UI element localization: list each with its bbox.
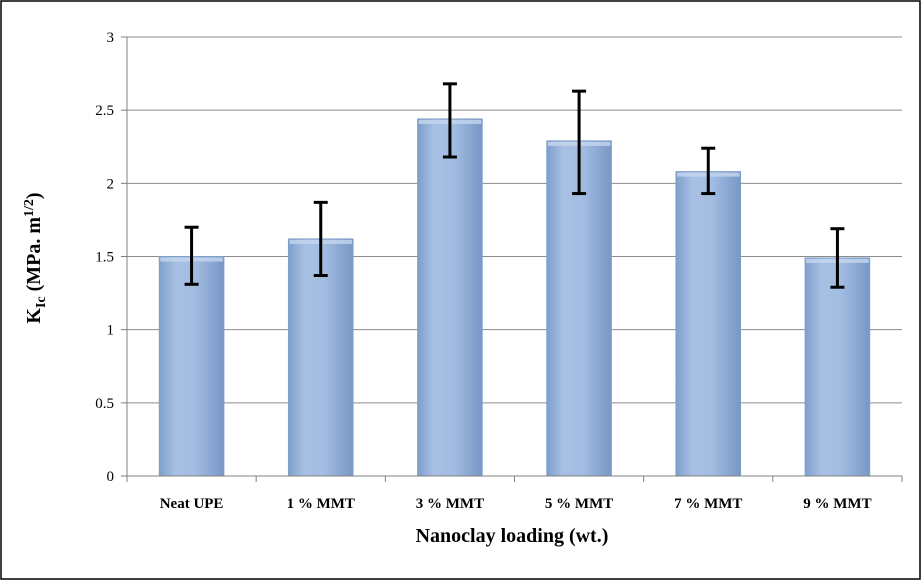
- y-tick-label: 3: [107, 30, 115, 46]
- gridlines: [127, 36, 902, 404]
- bars: [158, 118, 871, 477]
- x-tick-label: 5 % MMT: [545, 496, 613, 512]
- y-tick-label: 2.5: [95, 103, 114, 119]
- y-axis-label-main: K: [23, 308, 45, 324]
- bar: [675, 171, 742, 477]
- y-tick-labels: 0 0.5 1 1.5 2 2.5 3: [95, 30, 114, 485]
- y-axis-label: KIc (MPa. m1/2): [22, 192, 49, 323]
- y-tick-label: 2: [107, 176, 115, 192]
- y-axis-label-end: ): [23, 192, 45, 199]
- x-tick-label: 3 % MMT: [416, 496, 484, 512]
- bar: [417, 118, 483, 477]
- error-bars: [184, 82, 845, 289]
- x-tick-label: Neat UPE: [160, 496, 224, 512]
- x-tick-label: 9 % MMT: [803, 496, 871, 512]
- bar: [804, 257, 871, 477]
- bar: [287, 238, 354, 477]
- y-tick-label: 1: [107, 323, 115, 339]
- y-axis-label-sup: 1/2: [22, 199, 37, 217]
- y-tick-label: 0.5: [95, 396, 114, 412]
- bar: [546, 140, 612, 477]
- y-axis-label-sub: Ic: [34, 296, 49, 308]
- y-tick-label: 0: [107, 469, 115, 485]
- x-tick-labels: Neat UPE 1 % MMT 3 % MMT 5 % MMT 7 % MMT 9 % …: [160, 496, 872, 512]
- x-axis-label: Nanoclay loading (wt.): [416, 525, 609, 547]
- axes: [121, 36, 903, 482]
- x-tick-label: 1 % MMT: [287, 496, 355, 512]
- y-axis-label-mid: (MPa. m: [23, 217, 45, 297]
- bar: [158, 256, 225, 477]
- x-tick-label: 7 % MMT: [674, 496, 742, 512]
- y-tick-label: 1.5: [95, 250, 114, 266]
